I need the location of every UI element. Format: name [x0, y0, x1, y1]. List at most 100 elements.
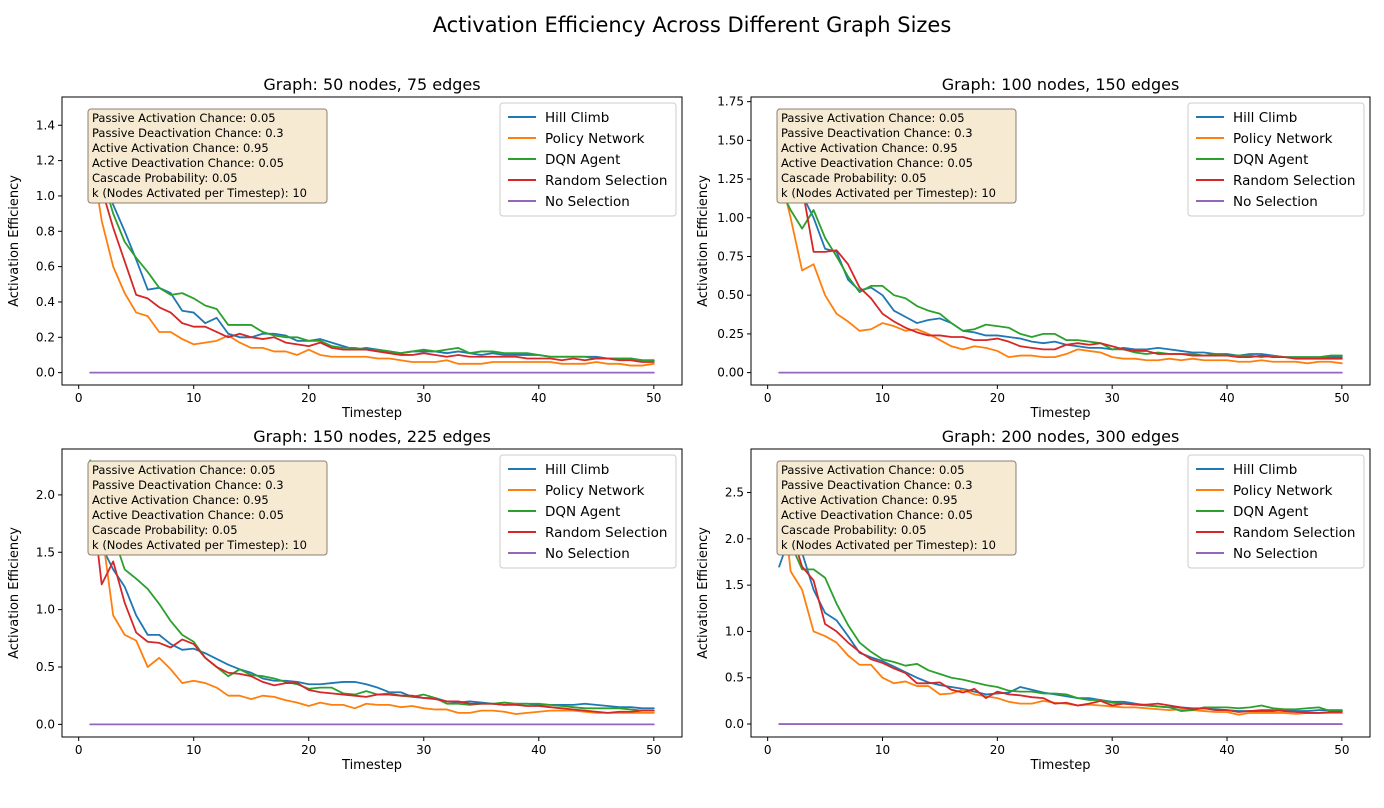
y-tick-label: 1.0 [36, 189, 55, 203]
parameter-line: Active Deactivation Chance: 0.05 [92, 156, 284, 170]
subplot-title: Graph: 100 nodes, 150 edges [942, 75, 1180, 94]
x-tick-label: 50 [646, 743, 661, 757]
legend-entry: Random Selection [545, 173, 667, 189]
legend-entry: No Selection [545, 194, 630, 210]
series-line-policy-network [89, 528, 655, 715]
legend-entry: No Selection [1233, 194, 1318, 210]
parameter-line: Passive Activation Chance: 0.05 [781, 463, 965, 477]
parameter-line: Passive Deactivation Chance: 0.3 [92, 478, 284, 492]
parameter-line: Active Deactivation Chance: 0.05 [92, 508, 284, 522]
subplot-title: Graph: 200 nodes, 300 edges [942, 427, 1180, 446]
parameter-line: Passive Activation Chance: 0.05 [92, 111, 276, 125]
parameter-line: Active Activation Chance: 0.95 [781, 141, 958, 155]
x-tick-label: 50 [1334, 743, 1349, 757]
legend-entry: Hill Climb [545, 462, 609, 478]
x-tick-label: 10 [186, 391, 201, 405]
series-line-hill-climb [89, 493, 655, 710]
legend-entry: Hill Climb [1233, 110, 1297, 126]
x-tick-label: 30 [416, 391, 431, 405]
parameter-line: Active Activation Chance: 0.95 [781, 493, 958, 507]
subplot-title: Graph: 50 nodes, 75 edges [263, 75, 480, 94]
parameter-line: Cascade Probability: 0.05 [781, 171, 927, 185]
y-axis-label: Activation Efficiency [696, 175, 711, 307]
y-tick-label: 1.4 [36, 118, 55, 132]
y-tick-label: 1.75 [717, 95, 744, 109]
x-tick-label: 30 [1105, 743, 1120, 757]
y-tick-label: 1.2 [36, 154, 55, 168]
y-tick-label: 0.25 [717, 327, 744, 341]
series-lines [778, 108, 1343, 374]
parameter-line: Active Activation Chance: 0.95 [92, 141, 269, 155]
x-tick-label: 20 [301, 391, 316, 405]
legend-entry: DQN Agent [1233, 504, 1308, 520]
series-lines [778, 463, 1343, 725]
figure-suptitle: Activation Efficiency Across Different G… [433, 13, 952, 37]
legend-entry: Random Selection [545, 525, 667, 541]
subplot-1: Graph: 50 nodes, 75 edges 0 10 20 30 40 50 0.0 0… [7, 75, 683, 421]
y-axis-label: Activation Efficiency [7, 527, 22, 659]
series-line-random-selection [778, 473, 1343, 714]
legend-entry: DQN Agent [545, 504, 620, 520]
parameters-box-background [87, 460, 328, 556]
axes-frame [750, 96, 1371, 386]
x-tick-label: 0 [75, 391, 83, 405]
legend-frame [1187, 454, 1365, 569]
subplot-4: Graph: 200 nodes, 300 edges 0 10 20 30 40 50 0.… [696, 427, 1371, 773]
x-tick-label: 0 [764, 743, 772, 757]
series-lines [89, 110, 655, 374]
legend: Hill Climb Policy Network DQN Agent Random … [499, 454, 677, 569]
y-axis-label: Activation Efficiency [696, 527, 711, 659]
legend-entry: No Selection [545, 546, 630, 562]
y-tick-label: 0.0 [725, 717, 744, 731]
y-tick-label: 0.0 [36, 366, 55, 380]
y-tick-label: 0.00 [717, 366, 744, 380]
y-tick-label: 1.00 [717, 211, 744, 225]
series-line-dqn-agent [778, 185, 1343, 359]
y-tick-label: 2.0 [725, 532, 744, 546]
y-tick-label: 1.25 [717, 172, 744, 186]
y-tick-label: 0.50 [717, 288, 744, 302]
parameter-line: k (Nodes Activated per Timestep): 10 [781, 538, 996, 552]
subplot-2: Graph: 100 nodes, 150 edges 0 10 20 30 40 50 0.… [696, 75, 1371, 421]
legend: Hill Climb Policy Network DQN Agent Random … [1187, 454, 1365, 569]
parameter-line: Cascade Probability: 0.05 [781, 523, 927, 537]
parameter-line: Cascade Probability: 0.05 [92, 523, 238, 537]
subplot-3: Graph: 150 nodes, 225 edges 0 10 20 30 40 50 0.… [7, 427, 683, 773]
x-tick-label: 10 [875, 743, 890, 757]
series-line-random-selection [778, 151, 1343, 360]
y-tick-label: 1.50 [717, 133, 744, 147]
x-axis-label: Timestep [341, 406, 402, 421]
legend-entry: Random Selection [1233, 173, 1355, 189]
legend-entry: DQN Agent [1233, 152, 1308, 168]
x-axis-label: Timestep [341, 758, 402, 773]
parameter-line: Passive Deactivation Chance: 0.3 [781, 126, 973, 140]
legend-entry: Policy Network [1233, 131, 1333, 147]
y-tick-label: 0.8 [36, 224, 55, 238]
legend-frame [499, 454, 677, 569]
y-tick-label: 0.2 [36, 330, 55, 344]
x-axis-label: Timestep [1030, 406, 1091, 421]
x-tick-label: 20 [301, 743, 316, 757]
y-tick-label: 2.5 [725, 486, 744, 500]
parameter-line: k (Nodes Activated per Timestep): 10 [781, 186, 996, 200]
series-lines [89, 459, 655, 726]
series-line-random-selection [89, 110, 655, 363]
x-tick-label: 40 [531, 391, 546, 405]
x-tick-label: 40 [531, 743, 546, 757]
y-tick-label: 0.4 [36, 295, 55, 309]
subplot-title: Graph: 150 nodes, 225 edges [253, 427, 491, 446]
legend-frame [1187, 102, 1365, 217]
parameter-line: Cascade Probability: 0.05 [92, 171, 238, 185]
x-tick-label: 10 [186, 743, 201, 757]
y-tick-label: 2.0 [36, 488, 55, 502]
x-tick-label: 20 [990, 391, 1005, 405]
x-tick-label: 20 [990, 743, 1005, 757]
legend: Hill Climb Policy Network DQN Agent Random … [499, 102, 677, 217]
parameter-line: k (Nodes Activated per Timestep): 10 [92, 538, 307, 552]
legend-entry: Policy Network [545, 131, 645, 147]
